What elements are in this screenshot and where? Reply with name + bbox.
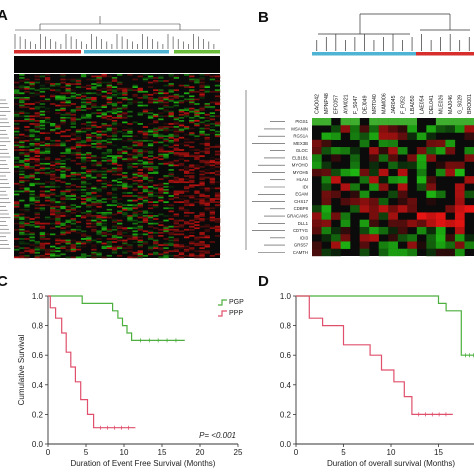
panel-a-group-bar-blue [84,50,169,54]
legend-entry: PPP [229,310,243,317]
panel-b-letter: B [258,9,269,26]
x-tick-label: 5 [84,448,89,457]
gene-label: GRS57 [294,243,309,248]
series-line-pgp [296,295,474,356]
sample-label: LBA050 [410,95,416,114]
panel-b-gene-labels: PIGS1 MSANIN RGS1A MEX3B GLOC ELB1B1 MYOHO MYOH… [287,119,309,255]
panel-c-chart: 0 5 10 15 20 25 0.0 0.2 0.4 0.6 0.8 1.0 Duration of … [17,292,244,468]
sample-label: F_S047 [353,96,359,114]
y-tick-label: 1.0 [32,292,44,301]
gene-label: EGAM [295,192,308,197]
x-tick-label: 5 [341,448,346,457]
panel-a-group-bar-green [174,50,220,54]
panel-b-group-bar-red [416,52,474,56]
x-axis-title: Duration of Event Free Survival (Months) [71,459,216,468]
sample-label: MAM006 [381,93,387,114]
panel-b-sample-labels: CAO042 MPNP48 EFC057 AYM021 F_S047 DEJ049 MRT0… [315,93,473,114]
y-tick-label: 0.8 [32,322,44,331]
y-tick-label: 0.2 [280,410,292,419]
x-tick-label: 10 [387,448,396,457]
p-value-annotation: P= <0.001 [199,431,236,440]
gene-label: MSANIN [291,126,308,131]
x-tick-label: 0 [294,448,299,457]
panel-b-row-dendrogram [245,90,285,253]
panel-c-letter: C [0,273,8,290]
sample-label: DEL041 [429,95,435,114]
y-axis-title: Cumulative Survival [17,334,26,405]
gene-label: GRACANS [287,214,308,219]
y-tick-label: 0.0 [280,440,292,449]
sample-label: AYM021 [343,94,349,114]
sample-label: LAE054 [420,95,426,114]
panel-a-group-bar-red [14,50,81,54]
sample-label: MRT040 [372,94,378,114]
panel-c: C 0 5 10 15 20 25 0.0 0.2 0.4 0.6 0.8 1.0 Duration o… [0,273,244,468]
sample-label: G_S029 [458,95,464,114]
y-tick-label: 1.0 [280,292,292,301]
panel-b-column-dendrogram [316,13,470,51]
panel-a-sample-label-strip [14,56,220,73]
sample-label: JAR045 [391,95,397,114]
sample-label: DEJ049 [362,95,368,114]
sample-label: F_F052 [400,96,406,114]
sample-label: MAJ046 [448,95,454,114]
y-tick-label: 0.0 [32,440,44,449]
y-tick-label: 0.4 [280,381,292,390]
series-line-pgp [48,295,185,341]
gene-label: IDI [303,185,309,190]
gene-label: ELB1B1 [292,155,308,160]
gene-label: CHS17 [294,199,308,204]
sample-label: MPNP48 [324,93,330,114]
x-tick-label: 10 [120,448,129,457]
gene-label: MYOHO [292,163,309,168]
gene-label: MEX3B [293,141,308,146]
axes [47,296,238,445]
panel-a-heatmap [14,74,221,259]
y-tick-label: 0.6 [280,351,292,360]
x-tick-label: 20 [196,448,205,457]
x-tick-label: 15 [158,448,167,457]
panel-a-letter: A [0,7,8,24]
gene-label: CAMTH [293,250,308,255]
y-tick-label: 0.4 [32,381,44,390]
y-tick-label: 0.2 [32,410,44,419]
x-axis-title: Duration of overall survival (Months) [327,459,455,468]
legend-entry: PGP [229,299,244,306]
gene-label: HLAU [297,177,308,182]
panel-b: B CAO042 MPNP48 EFC057 AYM021 F_S047 DEJ049 MR… [245,9,474,257]
series-line-ppp [296,295,453,415]
gene-label: RGS1A [293,134,308,139]
y-tick-label: 0.6 [32,351,44,360]
sample-label: EFC057 [334,95,340,114]
gene-label: DLL1 [298,221,309,226]
gene-label: CDTYG [293,228,309,233]
y-tick-label: 0.8 [280,322,292,331]
x-tick-label: 0 [46,448,51,457]
x-tick-label: 15 [434,448,443,457]
sample-label: MLE026 [439,95,445,114]
panel-a-column-dendrogram [14,16,220,49]
gene-label: IDI3 [300,235,308,240]
panel-d-letter: D [258,273,269,290]
panel-b-group-bar-blue [312,52,416,56]
gene-label: MYOH5 [293,170,309,175]
sample-label: CAO042 [315,94,321,114]
x-tick-label: 25 [234,448,243,457]
series-line-ppp [48,295,136,429]
sample-label: BRO001 [467,94,473,114]
panel-b-heatmap [312,118,474,257]
gene-label: PIGS1 [295,119,308,124]
gene-label: GLOC [296,148,308,153]
gene-label: CDBP8 [294,206,309,211]
panel-a-row-dendrogram [0,99,11,249]
panel-a: A [0,7,221,259]
